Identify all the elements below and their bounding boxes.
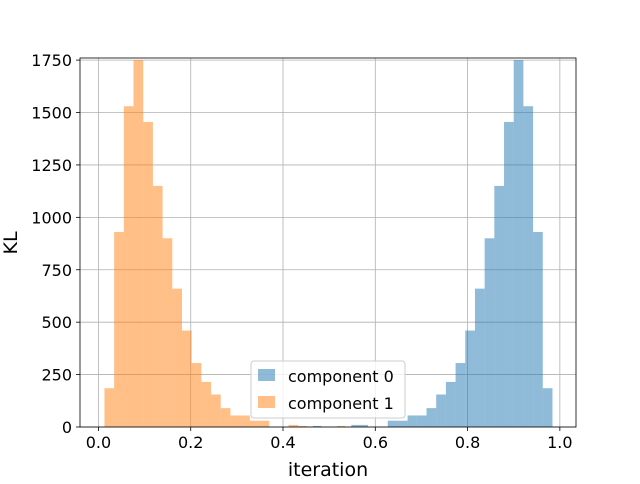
histogram-bar bbox=[143, 121, 153, 428]
histogram-bar bbox=[288, 424, 299, 427]
histogram-bar bbox=[104, 388, 115, 427]
ticks-layer: 0.0 0.2 0.4 0.6 0.8 1.0 0 250 500 750 1000 1250 1500… bbox=[31, 51, 572, 452]
y-tick-label: 1000 bbox=[31, 208, 72, 227]
legend: component 0 component 1 bbox=[250, 360, 406, 419]
histogram-bar bbox=[249, 420, 260, 427]
x-tick-label: 0.6 bbox=[363, 433, 388, 452]
bars-layer bbox=[104, 60, 553, 428]
grid-layer bbox=[80, 58, 576, 428]
x-tick-label: 0.2 bbox=[178, 433, 203, 452]
histogram-bar bbox=[513, 60, 524, 428]
histogram-bar bbox=[133, 60, 144, 428]
legend-label-component-0: component 0 bbox=[288, 367, 394, 386]
histogram-bar bbox=[398, 420, 408, 427]
x-tick-label: 1.0 bbox=[547, 433, 572, 452]
histogram-bar bbox=[162, 238, 173, 427]
histogram-bar bbox=[114, 232, 124, 427]
histogram-bar bbox=[201, 381, 212, 427]
histogram-bar bbox=[313, 425, 322, 427]
x-tick-label: 0.4 bbox=[270, 433, 295, 452]
histogram-bar bbox=[172, 288, 182, 427]
y-tick-label: 750 bbox=[41, 261, 72, 280]
x-axis-title: iteration bbox=[288, 459, 368, 480]
histogram-bar bbox=[533, 232, 543, 427]
histogram-bar bbox=[123, 106, 134, 427]
legend-swatch-component-0 bbox=[258, 369, 275, 381]
x-tick-label: 0.8 bbox=[455, 433, 480, 452]
histogram-bar bbox=[152, 185, 163, 427]
series-component-1 bbox=[104, 60, 346, 428]
histogram-bar bbox=[181, 330, 192, 427]
y-axis-title: KL bbox=[0, 231, 22, 254]
y-tick-label: 1250 bbox=[31, 156, 72, 175]
histogram-bar bbox=[416, 415, 427, 427]
y-tick-label: 500 bbox=[41, 313, 72, 332]
histogram-bar bbox=[259, 420, 270, 427]
histogram-bar bbox=[445, 381, 456, 427]
histogram-bar bbox=[351, 424, 360, 427]
histogram-bar bbox=[407, 415, 417, 427]
histogram-bar bbox=[240, 415, 250, 427]
histogram-bar bbox=[474, 288, 485, 427]
histogram-bar bbox=[465, 330, 475, 427]
histogram-bar bbox=[504, 121, 514, 428]
histogram-bar bbox=[359, 424, 368, 427]
histogram-bar bbox=[191, 363, 202, 427]
histogram-bar bbox=[336, 425, 346, 427]
y-tick-label: 1750 bbox=[31, 51, 72, 70]
histogram-bar bbox=[436, 394, 446, 427]
histogram-bar bbox=[426, 408, 437, 427]
series-component-0 bbox=[313, 60, 553, 428]
histogram-bar bbox=[298, 425, 308, 427]
legend-label-component-1: component 1 bbox=[288, 394, 394, 413]
y-tick-label: 1500 bbox=[31, 104, 72, 123]
legend-frame bbox=[250, 360, 406, 419]
x-tick-label: 0.0 bbox=[86, 433, 111, 452]
histogram-bar bbox=[455, 363, 466, 427]
histogram-bar bbox=[220, 408, 231, 427]
legend-swatch-component-1 bbox=[258, 396, 275, 408]
y-tick-label: 250 bbox=[41, 366, 72, 385]
histogram-bar bbox=[211, 394, 221, 427]
histogram-bar bbox=[230, 415, 241, 427]
histogram-bar bbox=[523, 106, 534, 427]
y-tick-label: 0 bbox=[62, 418, 72, 437]
histogram-bar bbox=[484, 238, 495, 427]
histogram-bar bbox=[494, 185, 505, 427]
plot-frame bbox=[79, 57, 577, 428]
histogram-bar bbox=[542, 388, 553, 427]
histogram-bar bbox=[387, 420, 399, 427]
